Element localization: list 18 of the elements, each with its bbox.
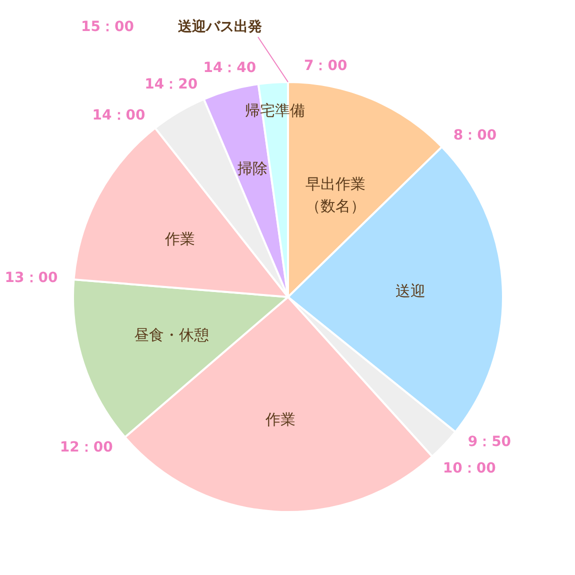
text: 14：40 bbox=[203, 60, 256, 76]
text: 13：00 bbox=[4, 270, 58, 286]
text: 9：50 bbox=[468, 434, 512, 450]
text: 12：00 bbox=[60, 440, 114, 456]
text: 14：00 bbox=[92, 107, 146, 124]
slice-label: 作業 bbox=[264, 410, 296, 428]
slice-label: 帰宅準備 bbox=[245, 101, 306, 120]
text: 8：00 bbox=[453, 128, 497, 144]
text: 7：00 bbox=[304, 58, 348, 74]
text: 14：20 bbox=[144, 76, 198, 92]
slice-label: 昼食・休憩 bbox=[134, 326, 209, 344]
slice-label: 掃除 bbox=[237, 160, 268, 178]
text: 10：00 bbox=[442, 460, 496, 476]
text: 15：00 bbox=[81, 19, 134, 35]
slice-label: 送迎 bbox=[395, 282, 426, 300]
slice-label: 作業 bbox=[164, 230, 196, 248]
text: 送迎バス出発 bbox=[177, 18, 262, 35]
slice-label: 早出作業（数名） bbox=[306, 175, 366, 216]
